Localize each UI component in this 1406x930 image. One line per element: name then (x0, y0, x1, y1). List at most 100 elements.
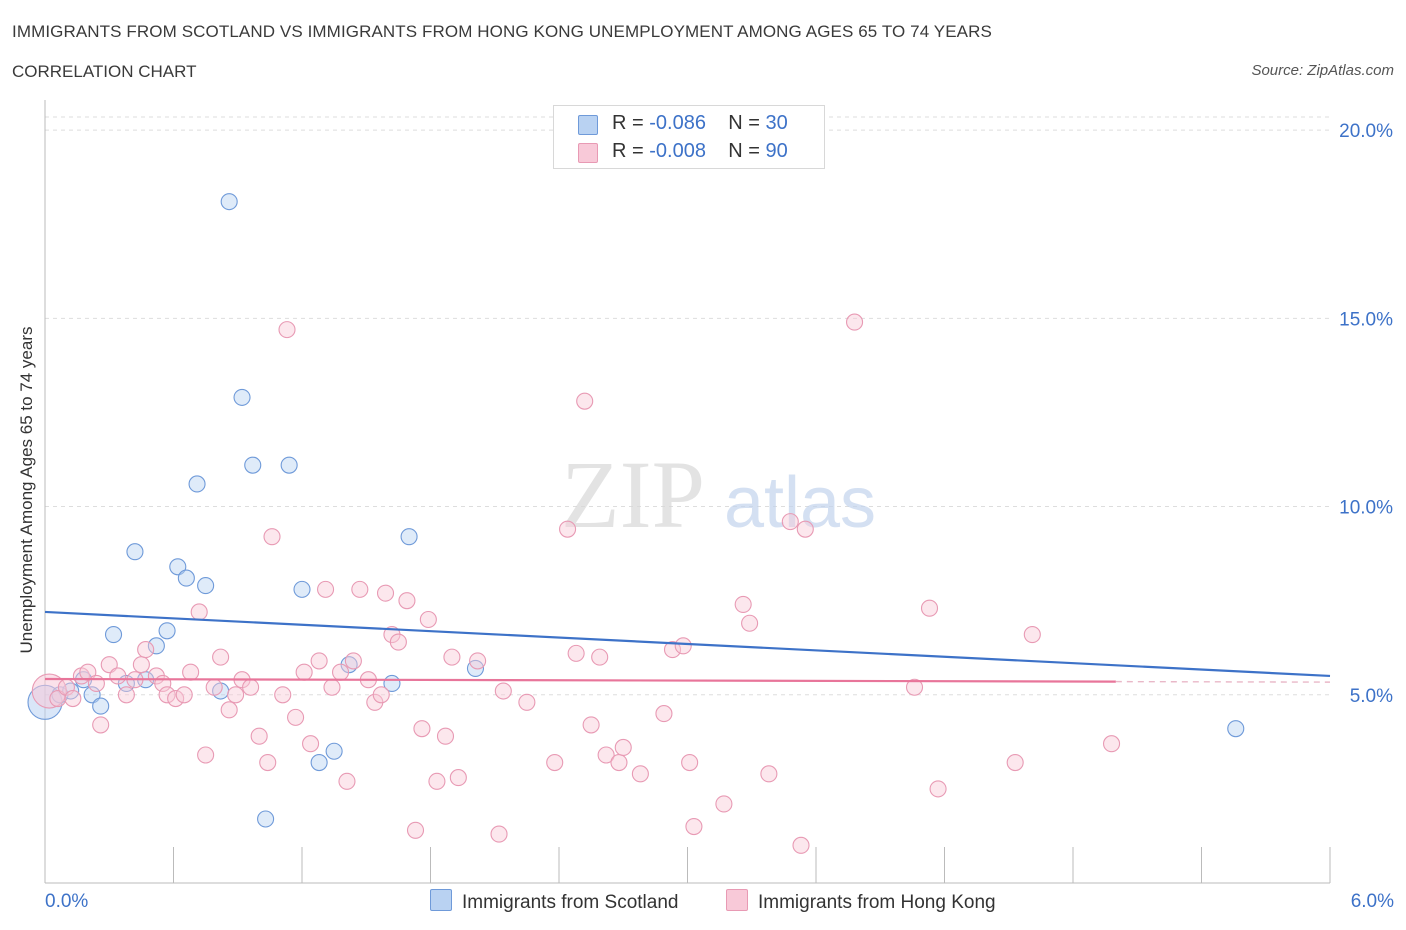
hongkong-point (905, 678, 924, 696)
r-value: -0.008 (649, 140, 706, 162)
r-label: R = (612, 140, 644, 162)
hongkong-point (546, 753, 564, 772)
hongkong-point (796, 520, 814, 538)
hongkong-point (760, 765, 778, 783)
hongkong-point (274, 686, 292, 704)
scotland-point (325, 742, 343, 760)
hongkong-point (376, 584, 395, 602)
hongkong-point (338, 772, 356, 790)
hongkong-point (792, 836, 810, 854)
y-axis-title-container: Unemployment Among Ages 65 to 74 years (12, 300, 40, 680)
chart-title: IMMIGRANTS FROM SCOTLAND VS IMMIGRANTS F… (12, 22, 992, 41)
y-tick-label: 15.0% (1339, 309, 1393, 330)
hongkong-point (413, 720, 431, 738)
hongkong-point (132, 656, 150, 674)
hongkong-point (490, 825, 508, 843)
hongkong-point (1006, 753, 1024, 772)
hongkong-point (685, 817, 703, 836)
hongkong-point (614, 738, 632, 757)
scotland-point (293, 580, 311, 598)
legend-label-hongkong: Immigrants from Hong Kong (758, 892, 996, 913)
hongkong-point (674, 637, 692, 655)
hongkong-point (190, 603, 208, 621)
scotland-point (233, 388, 251, 406)
hongkong-point (31, 673, 67, 709)
x-tick-label-min: 0.0% (45, 891, 89, 912)
hongkong-point (1103, 735, 1121, 753)
hongkong-point (100, 656, 118, 674)
hongkong-point (920, 599, 939, 617)
hongkong-point (302, 735, 320, 753)
scotland-points (27, 193, 1245, 828)
hongkong-point (158, 686, 176, 704)
hongkong-point (109, 667, 127, 685)
hongkong-point (436, 727, 455, 745)
hongkong-point (845, 313, 864, 331)
scotland-point (147, 637, 165, 655)
chart-subtitle: CORRELATION CHART (12, 62, 197, 81)
watermark-atlas: atlas (724, 463, 876, 543)
hongkong-point (494, 682, 512, 700)
x-tick-label-max: 6.0% (1350, 891, 1394, 912)
hongkong-point (87, 674, 105, 693)
n-label: N = (728, 112, 760, 134)
scotland-point (257, 810, 275, 828)
hongkong-points (31, 313, 1121, 854)
hongkong-point (227, 686, 245, 704)
hongkong-trend-extension (1115, 680, 1331, 683)
hongkong-point (449, 769, 467, 787)
hongkong-point (79, 663, 97, 681)
stats-legend: R = -0.086 N = 30 R = -0.008 N = 90 (553, 105, 825, 169)
hongkong-point (443, 648, 461, 666)
legend-swatch-hongkong (726, 889, 748, 911)
hongkong-point (681, 753, 699, 772)
hongkong-point (49, 689, 67, 708)
n-label: N = (728, 140, 760, 162)
hongkong-point (781, 513, 799, 531)
y-axis-title: Unemployment Among Ages 65 to 74 years (17, 327, 36, 654)
hongkong-point (182, 663, 200, 681)
hongkong-point (582, 716, 600, 734)
legend-swatch-scotland (430, 889, 452, 911)
hongkong-point (576, 392, 594, 410)
legend-item-scotland[interactable]: Immigrants from Scotland (430, 889, 678, 914)
scotland-point (280, 456, 298, 474)
scotland-point (104, 625, 123, 644)
scotland-point (177, 569, 195, 587)
hongkong-point (469, 652, 487, 670)
hongkong-point (631, 765, 649, 783)
scotland-point (92, 697, 110, 715)
hongkong-point (331, 663, 350, 681)
hongkong-point (167, 689, 185, 708)
hongkong-point (317, 580, 335, 598)
hongkong-point (259, 753, 277, 772)
hongkong-point (591, 648, 609, 666)
scotland-point (310, 753, 328, 772)
hongkong-point (212, 648, 230, 666)
legend-label-scotland: Immigrants from Scotland (462, 892, 679, 913)
hongkong-point (205, 678, 223, 696)
scotland-point (244, 456, 262, 474)
scotland-trend-line (44, 610, 1331, 678)
grid (45, 116, 1330, 696)
n-value: 90 (765, 140, 788, 162)
hongkong-point (344, 652, 362, 670)
hongkong-point (287, 708, 305, 726)
hongkong-point (175, 686, 193, 704)
scotland-point (197, 577, 215, 595)
hongkong-point (220, 701, 238, 719)
scotland-point (220, 193, 238, 211)
hongkong-point (655, 705, 673, 723)
hongkong-point (663, 641, 682, 659)
y-tick-label: 10.0% (1339, 498, 1393, 519)
legend-item-hongkong[interactable]: Immigrants from Hong Kong (726, 889, 996, 914)
hongkong-point (137, 641, 155, 659)
scotland-point (126, 543, 144, 561)
hongkong-point (419, 610, 437, 629)
hongkong-point (64, 689, 82, 708)
scotland-point (169, 558, 187, 576)
hongkong-point (389, 633, 407, 651)
trend-lines (44, 610, 1331, 683)
hongkong-point (398, 592, 416, 610)
